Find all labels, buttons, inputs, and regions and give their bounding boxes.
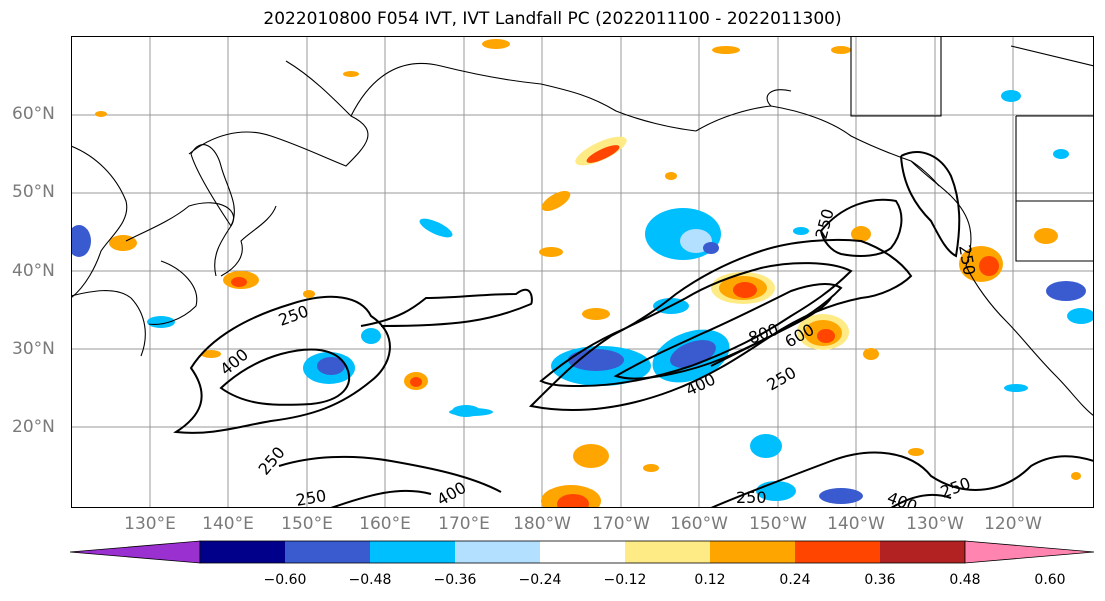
colorbar-tick-label: 0.12 <box>694 572 726 588</box>
lon-label: 140°W <box>827 514 885 534</box>
lon-label: 140°E <box>202 514 254 534</box>
lon-label: 170°W <box>592 514 650 534</box>
colorbar-segment <box>455 541 540 563</box>
colorbar-segment <box>540 541 625 563</box>
lon-label: 120°W <box>984 514 1042 534</box>
lat-label: 60°N <box>12 104 55 124</box>
contour-label: 400 <box>216 345 252 379</box>
colorbar-segment <box>795 541 880 563</box>
colorbar <box>70 540 1095 564</box>
colorbar-segment <box>370 541 455 563</box>
contour-label: 250 <box>955 243 979 276</box>
lat-label: 50°N <box>12 182 55 202</box>
colorbar-tick-label: 0.24 <box>779 572 811 588</box>
lon-label: 170°E <box>438 514 490 534</box>
colorbar-segment <box>880 541 965 563</box>
contour-label: 250 <box>276 301 311 329</box>
contour-label: 250 <box>294 486 327 508</box>
lat-label: 20°N <box>12 417 55 437</box>
lon-label: 150°E <box>281 514 333 534</box>
contour-label: 800 <box>746 319 781 347</box>
ivt-map: 250 400 250 400 800 600 250 250 400 250 … <box>71 36 1094 508</box>
colorbar-extension-high <box>964 540 1095 564</box>
lat-label: 30°N <box>12 339 55 359</box>
contour-label: 250 <box>764 363 800 395</box>
lat-label: 40°N <box>12 261 55 281</box>
colorbar-tick-label: −0.36 <box>433 572 477 588</box>
lon-label: 150°W <box>749 514 807 534</box>
colorbar-tick-label: 0.48 <box>949 572 981 588</box>
colorbar-tick-label: −0.60 <box>263 572 307 588</box>
map-title: 2022010800 F054 IVT, IVT Landfall PC (20… <box>263 9 842 29</box>
colorbar-extension-low <box>70 540 201 564</box>
colorbar-tick-label: 0.60 <box>1034 572 1066 588</box>
lon-label: 130°W <box>906 514 964 534</box>
ivt-contours <box>173 151 1094 508</box>
colorbar-segment <box>625 541 710 563</box>
colorbar-tick-label: −0.12 <box>603 572 647 588</box>
contour-label: 250 <box>255 443 289 479</box>
gridlines <box>71 36 1094 508</box>
colorbar-segments <box>70 540 1095 564</box>
lon-label: 160°E <box>359 514 411 534</box>
lon-label: 160°W <box>670 514 728 534</box>
contour-label: 250 <box>812 207 838 241</box>
map-frame <box>71 36 1094 508</box>
coastlines <box>71 36 1094 417</box>
contour-label: 250 <box>938 473 973 501</box>
contour-label: 250 <box>736 488 767 507</box>
colorbar-segment <box>285 541 370 563</box>
colorbar-tick-label: −0.48 <box>348 572 392 588</box>
contour-label: 400 <box>885 488 920 508</box>
lon-label: 130°E <box>124 514 176 534</box>
colorbar-tick-label: 0.36 <box>864 572 896 588</box>
colorbar-segment <box>200 541 285 563</box>
colorbar-segment <box>710 541 795 563</box>
colorbar-tick-label: −0.24 <box>518 572 562 588</box>
lon-label: 180°W <box>513 514 571 534</box>
